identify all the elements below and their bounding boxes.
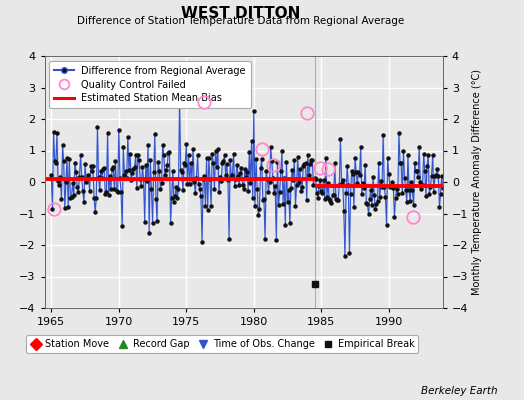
Legend: Difference from Regional Average, Quality Control Failed, Estimated Station Mean: Difference from Regional Average, Qualit… (49, 61, 251, 108)
Text: WEST DITTON: WEST DITTON (181, 6, 301, 21)
Legend: Station Move, Record Gap, Time of Obs. Change, Empirical Break: Station Move, Record Gap, Time of Obs. C… (26, 335, 418, 353)
Text: Difference of Station Temperature Data from Regional Average: Difference of Station Temperature Data f… (78, 16, 405, 26)
Text: Berkeley Earth: Berkeley Earth (421, 386, 498, 396)
Y-axis label: Monthly Temperature Anomaly Difference (°C): Monthly Temperature Anomaly Difference (… (473, 69, 483, 295)
